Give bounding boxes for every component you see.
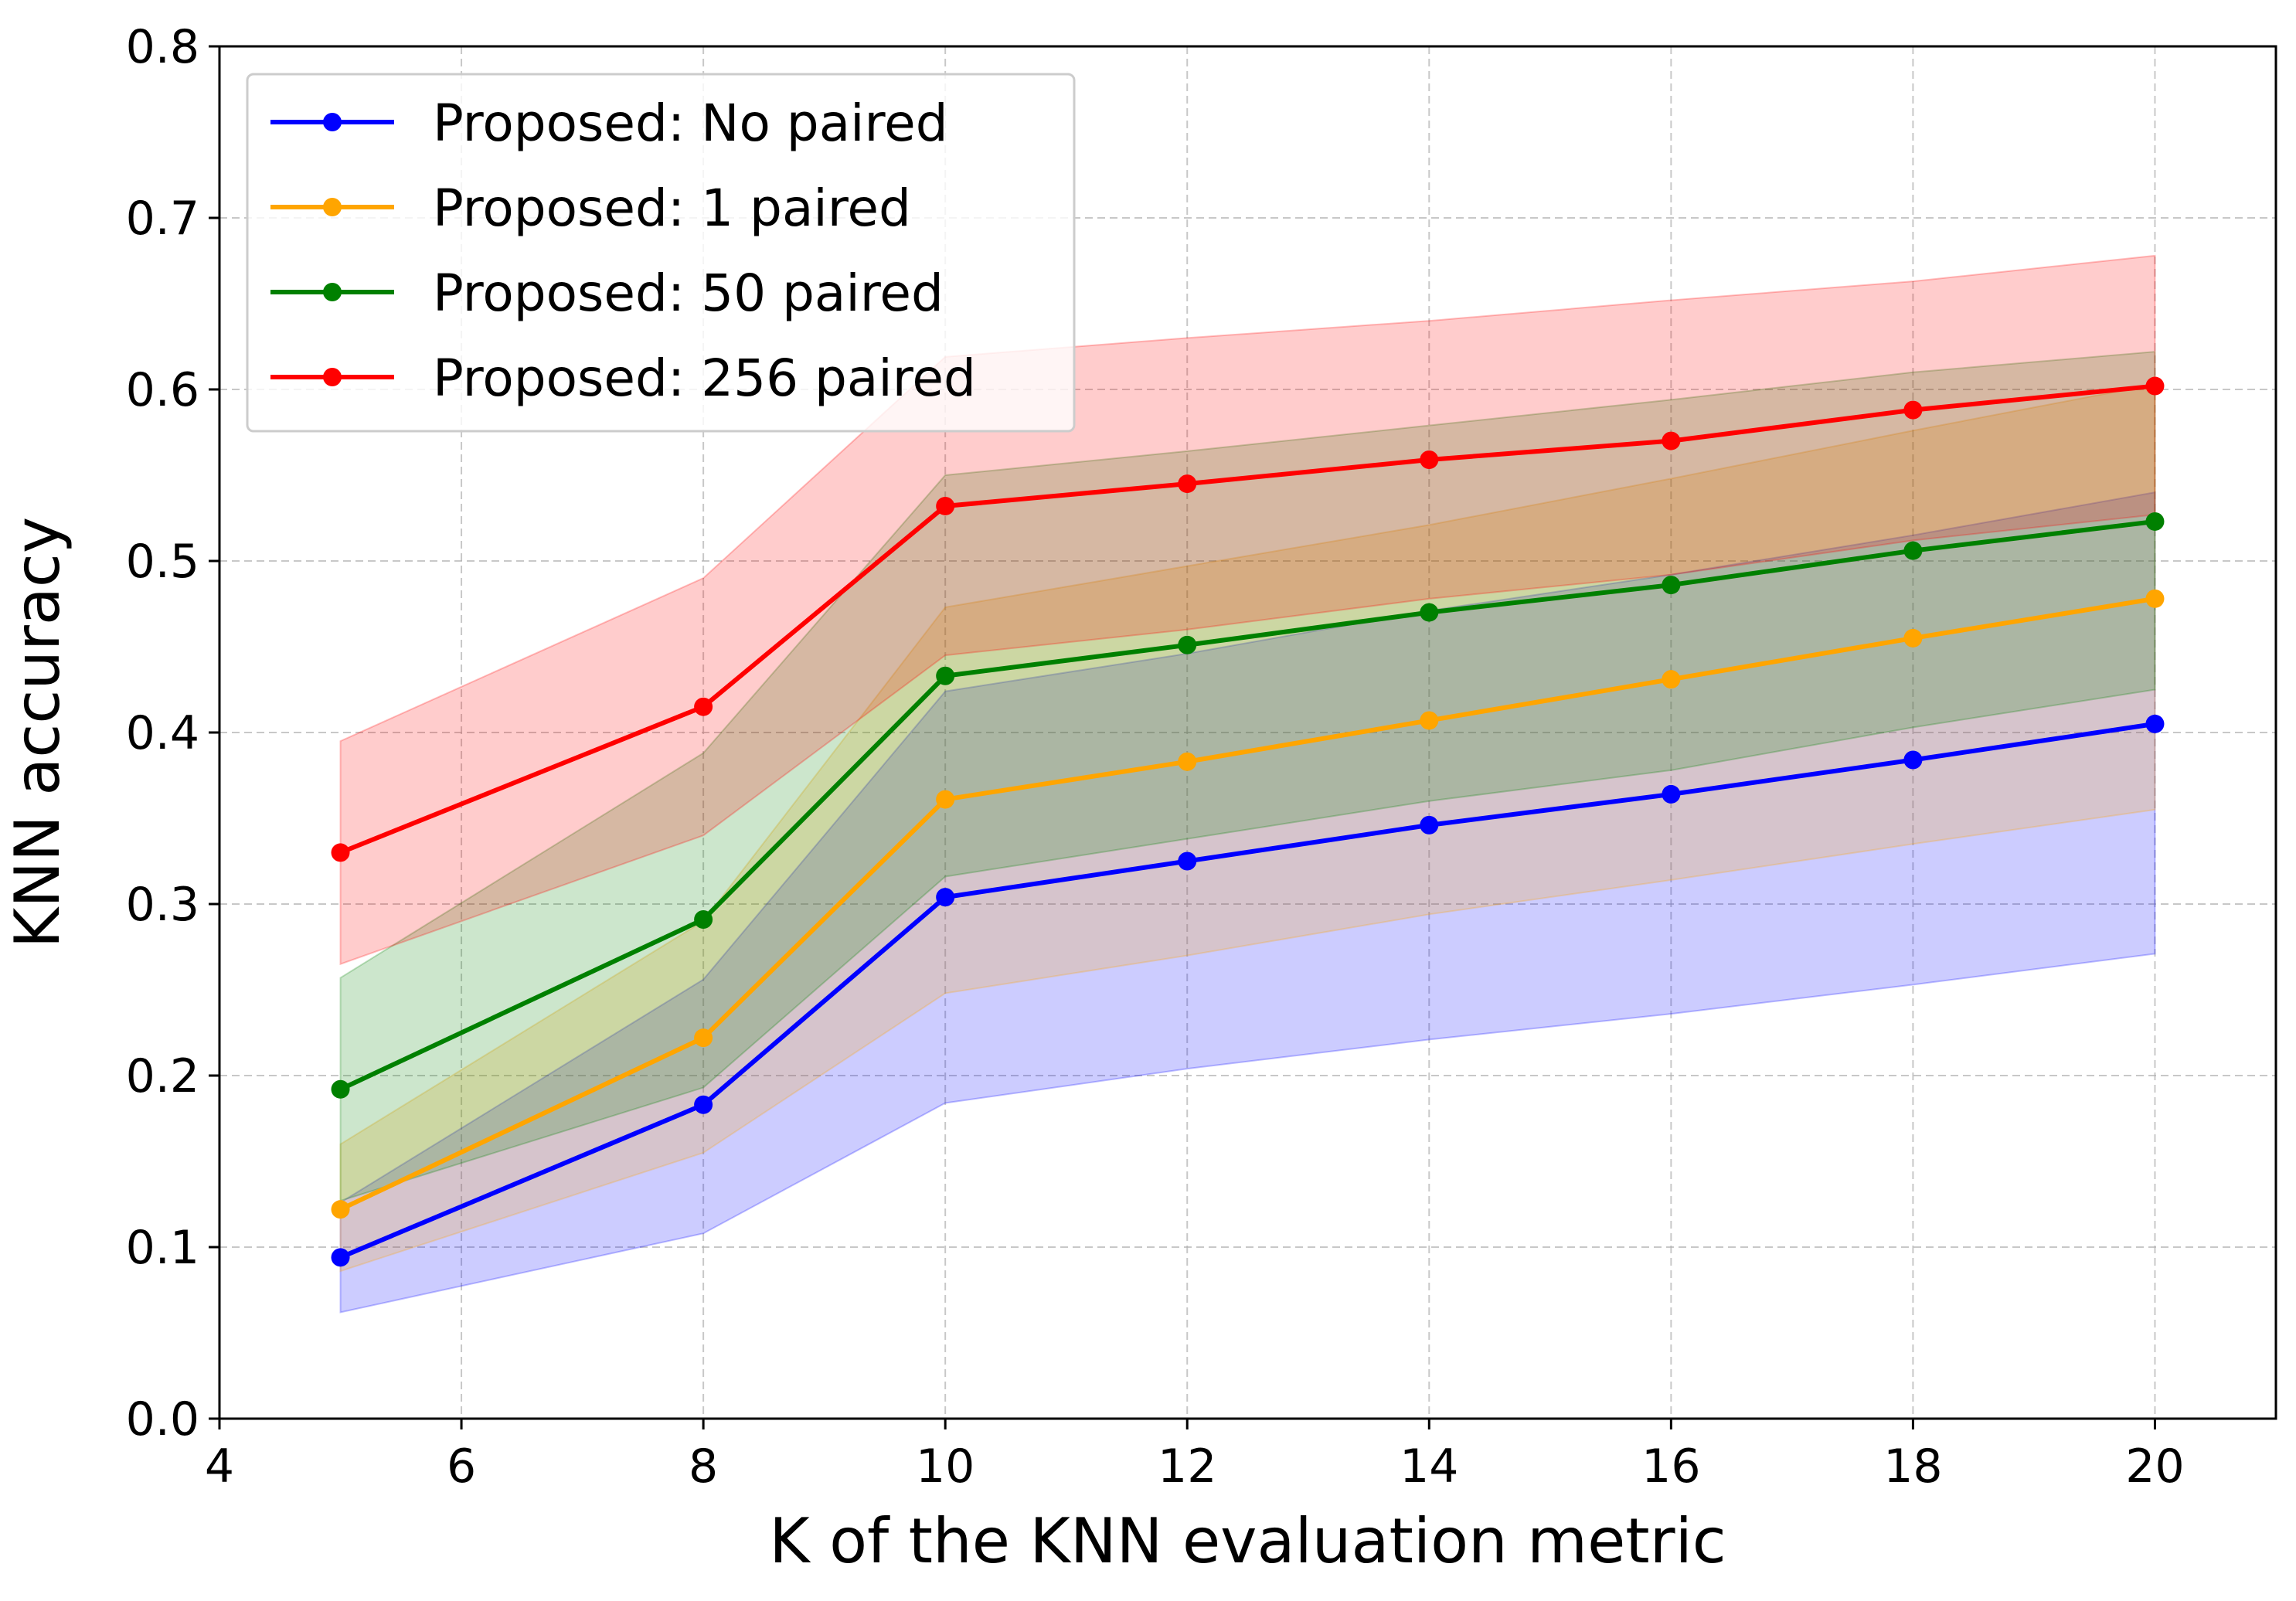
legend-marker	[323, 368, 342, 386]
legend: Proposed: No paired Proposed: 1 paired Pro…	[246, 73, 1076, 433]
data-point	[2145, 589, 2165, 608]
data-point	[694, 909, 713, 929]
legend-label: Proposed: 256 paired	[433, 348, 976, 408]
data-point	[936, 790, 955, 809]
data-point	[1420, 450, 1439, 470]
y-tick-label: 0.5	[126, 535, 199, 589]
data-point	[1420, 603, 1439, 622]
legend-label: Proposed: No paired	[433, 93, 948, 153]
series-line	[339, 518, 2155, 1092]
y-tick-label: 0.0	[126, 1392, 199, 1446]
data-point	[331, 1079, 350, 1099]
y-tick-label: 0.1	[126, 1221, 199, 1275]
x-tick-label: 4	[205, 1440, 234, 1494]
data-point	[1662, 431, 1681, 450]
x-tick-label: 6	[447, 1440, 476, 1494]
series-line	[339, 721, 2155, 1260]
x-tick-label: 20	[2125, 1440, 2184, 1494]
x-tick-label: 16	[1641, 1440, 1700, 1494]
confidence-band	[339, 491, 2156, 1314]
legend-label: Proposed: 1 paired	[433, 178, 911, 238]
data-point	[694, 697, 713, 716]
data-point	[1903, 750, 1923, 770]
y-tick-label: 0.2	[126, 1049, 199, 1103]
y-tick-label: 0.4	[126, 706, 199, 760]
x-tick-label: 14	[1400, 1440, 1458, 1494]
data-point	[1178, 635, 1197, 654]
axis-ticks: 4 6 8 10 12 14 16 18 20 0.0 0.1 0.2 0.3 0.4 0.5 0.6 0.7 0…	[126, 20, 2185, 1494]
legend-marker	[323, 113, 342, 131]
legend-label: Proposed: 50 paired	[433, 263, 944, 323]
data-point	[1178, 851, 1197, 871]
data-point	[1903, 400, 1923, 420]
legend-marker	[323, 283, 342, 301]
x-tick-label: 12	[1158, 1440, 1216, 1494]
x-tick-label: 8	[689, 1440, 718, 1494]
y-tick-label: 0.6	[126, 363, 199, 417]
data-point	[936, 496, 955, 515]
data-point	[2145, 512, 2165, 531]
x-axis-label: K of the KNN evaluation metric	[769, 1505, 1726, 1577]
y-tick-label: 0.8	[126, 20, 199, 74]
data-point	[1662, 670, 1681, 689]
y-tick-label: 0.7	[126, 192, 199, 246]
data-point	[1420, 711, 1439, 730]
series-lines	[339, 383, 2155, 1260]
data-point	[1420, 815, 1439, 834]
y-axis-label: KNN accuracy	[2, 517, 73, 949]
data-point	[331, 1248, 350, 1267]
legend-marker	[323, 198, 342, 216]
data-point	[1662, 784, 1681, 804]
x-tick-label: 10	[916, 1440, 975, 1494]
series-line	[339, 383, 2155, 855]
confidence-bands	[339, 254, 2156, 1314]
data-point	[694, 1095, 713, 1114]
legend-box	[246, 73, 1076, 433]
data-point	[2145, 714, 2165, 733]
series-markers	[331, 376, 2165, 1267]
data-point	[936, 888, 955, 907]
data-point	[1178, 474, 1197, 494]
data-point	[331, 843, 350, 862]
series-line	[339, 596, 2155, 1212]
data-point	[1903, 628, 1923, 648]
x-tick-label: 18	[1883, 1440, 1942, 1494]
data-point	[1662, 576, 1681, 595]
data-point	[1903, 541, 1923, 560]
data-point	[331, 1200, 350, 1219]
data-point	[1178, 752, 1197, 771]
confidence-band	[339, 383, 2156, 1273]
data-point	[2145, 376, 2165, 396]
data-point	[936, 666, 955, 685]
data-point	[694, 1028, 713, 1048]
y-tick-label: 0.3	[126, 878, 199, 932]
confidence-band	[339, 351, 2156, 1202]
